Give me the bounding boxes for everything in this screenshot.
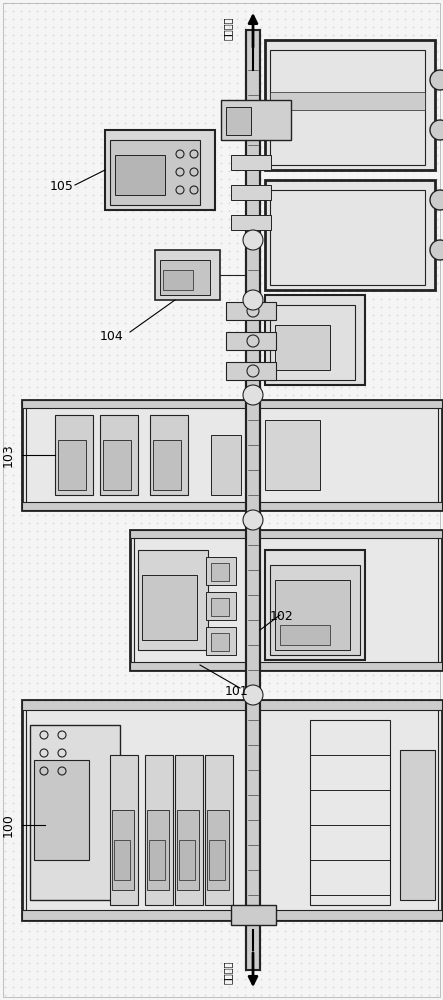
Bar [134,534,438,666]
Bar [211,598,229,616]
Bar [55,415,93,495]
Bar [206,592,236,620]
Bar [153,440,181,490]
Bar [265,40,435,170]
Bar [270,50,425,165]
Bar [22,700,442,710]
Bar [310,720,390,905]
Bar [275,580,350,650]
Bar [226,362,276,380]
Bar [22,502,442,510]
Bar [179,840,195,880]
Bar [58,440,86,490]
Bar [400,750,435,900]
Bar [130,530,442,670]
Bar [22,400,442,510]
Bar [34,760,89,860]
Bar [265,295,365,385]
Bar [265,420,320,490]
Bar [270,92,425,110]
Bar [265,180,435,290]
Bar [270,565,360,655]
Bar [231,905,276,925]
Circle shape [430,70,443,90]
Bar [149,840,165,880]
Bar [221,100,291,140]
Bar [26,404,438,506]
Bar [270,305,355,380]
Text: 101: 101 [225,685,249,698]
Bar [280,625,330,645]
Bar [205,755,233,905]
Bar [209,840,225,880]
Circle shape [243,385,263,405]
Bar [155,250,220,300]
Bar [22,400,442,408]
Bar [177,810,199,890]
Text: 102: 102 [270,610,294,623]
Bar [231,185,271,200]
Text: 治具出口: 治具出口 [223,16,233,40]
Bar [105,130,215,210]
Bar [30,725,120,900]
Circle shape [243,510,263,530]
Circle shape [430,190,443,210]
Bar [211,633,229,651]
Text: 100: 100 [2,813,15,837]
Text: 104: 104 [100,330,124,343]
Bar [130,662,442,670]
Bar [231,215,271,230]
Bar [115,155,165,195]
Bar [100,415,138,495]
Bar [110,755,138,905]
Circle shape [243,230,263,250]
Bar [265,550,365,660]
Circle shape [243,685,263,705]
Bar [138,550,208,650]
Bar [226,107,251,135]
Circle shape [430,240,443,260]
Bar [226,302,276,320]
Text: 治具入口: 治具入口 [223,960,233,984]
Text: 105: 105 [50,180,74,193]
Bar [206,627,236,655]
Bar [231,155,271,170]
Bar [145,755,173,905]
Bar [207,810,229,890]
Bar [175,755,203,905]
Bar [142,575,197,640]
Bar [114,840,130,880]
Bar [103,440,131,490]
Bar [147,810,169,890]
Bar [246,30,260,970]
Text: 103: 103 [2,443,15,467]
Bar [270,190,425,285]
Bar [112,810,134,890]
Bar [206,557,236,585]
Circle shape [430,120,443,140]
Bar [211,563,229,581]
Bar [22,910,442,920]
Bar [211,435,241,495]
Bar [163,270,193,290]
Bar [26,704,438,916]
Bar [22,700,442,920]
Bar [160,260,210,295]
Bar [150,415,188,495]
Bar [130,530,442,538]
Bar [110,140,200,205]
Bar [226,332,276,350]
Circle shape [243,290,263,310]
Bar [275,325,330,370]
